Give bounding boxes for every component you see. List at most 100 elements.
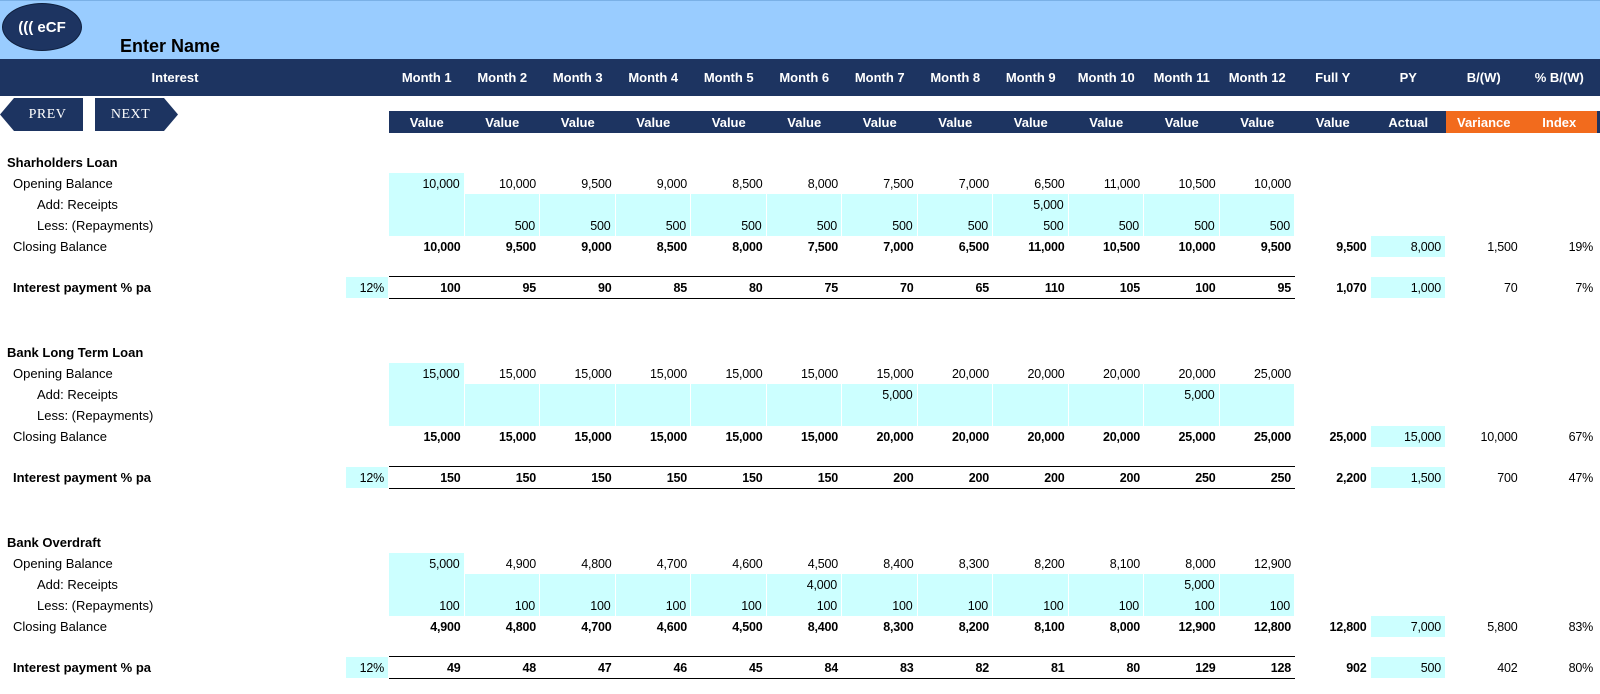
receipts-cell[interactable] — [766, 384, 842, 405]
repayments-cell[interactable]: 500 — [993, 215, 1069, 236]
receipts-cell[interactable] — [842, 194, 918, 215]
repayments-cell[interactable] — [993, 405, 1069, 426]
receipts-cell[interactable] — [615, 194, 691, 215]
opening-balance-cell: 15,000 — [649, 366, 687, 381]
prior-year-cell[interactable]: 15,000 — [1370, 426, 1446, 447]
interest-rate-input[interactable]: 12% — [346, 467, 389, 488]
prior-year-cell[interactable]: 1,000 — [1370, 277, 1446, 298]
repayments-cell[interactable] — [1219, 405, 1295, 426]
closing-balance-cell: 25,000 — [1253, 429, 1291, 444]
prior-year-cell[interactable]: 1,500 — [1370, 467, 1446, 488]
receipts-cell[interactable] — [993, 384, 1069, 405]
repayments-cell[interactable] — [1144, 405, 1220, 426]
index-cell: 7% — [1575, 280, 1593, 295]
receipts-cell[interactable] — [691, 384, 767, 405]
repayments-cell[interactable] — [691, 405, 767, 426]
receipts-cell[interactable]: 4,000 — [766, 574, 842, 595]
opening-balance-row: Opening Balance 15,000 15,000 15,000 15,000 1… — [0, 363, 1600, 384]
repayments-cell[interactable]: 500 — [540, 215, 616, 236]
company-name[interactable]: Enter Name — [120, 36, 221, 56]
receipts-cell[interactable]: 5,000 — [1144, 384, 1220, 405]
opening-balance-cell[interactable]: 15,000 — [389, 363, 465, 384]
repayments-cell[interactable]: 100 — [1144, 595, 1220, 616]
repayments-cell[interactable]: 100 — [691, 595, 767, 616]
row-label: Add: Receipts — [37, 577, 118, 592]
repayments-cell[interactable]: 500 — [1144, 215, 1220, 236]
receipts-cell[interactable] — [917, 574, 993, 595]
company-logo[interactable]: ((( eCF — [2, 3, 82, 51]
receipts-cell[interactable] — [1068, 574, 1144, 595]
receipts-cell[interactable]: 5,000 — [993, 194, 1069, 215]
repayments-cell[interactable]: 100 — [615, 595, 691, 616]
receipts-cell[interactable] — [691, 194, 767, 215]
prev-button[interactable]: PREV — [0, 98, 83, 131]
closing-balance-cell: 6,500 — [958, 239, 989, 254]
receipts-cell[interactable] — [842, 574, 918, 595]
opening-balance-cell: 11,000 — [1103, 176, 1140, 191]
receipts-cell[interactable] — [389, 194, 465, 215]
repayments-cell[interactable]: 500 — [842, 215, 918, 236]
repayments-cell[interactable] — [389, 215, 465, 236]
receipts-cell[interactable] — [993, 574, 1069, 595]
receipts-cell[interactable] — [464, 574, 540, 595]
repayments-cell[interactable]: 100 — [540, 595, 616, 616]
receipts-cell[interactable] — [540, 574, 616, 595]
receipts-cell[interactable] — [1068, 194, 1144, 215]
full-year-cell: 902 — [1346, 660, 1367, 675]
prior-year-cell[interactable]: 8,000 — [1370, 236, 1446, 257]
receipts-cell[interactable] — [464, 194, 540, 215]
receipts-cell[interactable] — [1144, 194, 1220, 215]
repayments-cell[interactable]: 100 — [1068, 595, 1144, 616]
interest-rate-input[interactable]: 12% — [346, 657, 389, 678]
opening-balance-cell[interactable]: 10,000 — [389, 173, 465, 194]
interest-rate-input[interactable]: 12% — [346, 277, 389, 298]
receipts-cell[interactable] — [464, 384, 540, 405]
repayments-cell[interactable]: 100 — [1219, 595, 1295, 616]
receipts-cell[interactable] — [917, 194, 993, 215]
receipts-cell[interactable] — [766, 194, 842, 215]
receipts-cell[interactable] — [1068, 384, 1144, 405]
receipts-cell[interactable] — [540, 384, 616, 405]
receipts-cell[interactable] — [1219, 574, 1295, 595]
receipts-cell[interactable] — [389, 574, 465, 595]
repayments-cell[interactable]: 500 — [615, 215, 691, 236]
column-subheader: Value — [787, 114, 822, 130]
receipts-cell[interactable]: 5,000 — [842, 384, 918, 405]
repayments-cell[interactable]: 100 — [993, 595, 1069, 616]
repayments-cell[interactable] — [917, 405, 993, 426]
receipts-row: Add: Receipts 4,000 5,000 — [0, 574, 1600, 595]
repayments-cell[interactable] — [615, 405, 691, 426]
repayments-cell[interactable]: 500 — [917, 215, 993, 236]
receipts-cell[interactable] — [691, 574, 767, 595]
next-button[interactable]: NEXT — [95, 98, 178, 131]
receipts-cell[interactable] — [917, 384, 993, 405]
receipts-cell[interactable] — [1219, 384, 1295, 405]
interest-cell: 84 — [824, 660, 838, 675]
receipts-cell[interactable] — [540, 194, 616, 215]
repayments-cell[interactable]: 500 — [691, 215, 767, 236]
receipts-cell[interactable]: 5,000 — [1144, 574, 1220, 595]
repayments-cell[interactable]: 500 — [464, 215, 540, 236]
repayments-cell[interactable]: 100 — [464, 595, 540, 616]
repayments-cell[interactable] — [766, 405, 842, 426]
prior-year-cell[interactable]: 500 — [1370, 657, 1446, 678]
prior-year-cell[interactable]: 7,000 — [1370, 616, 1446, 637]
repayments-cell[interactable]: 100 — [917, 595, 993, 616]
repayments-cell[interactable] — [1068, 405, 1144, 426]
repayments-cell[interactable] — [842, 405, 918, 426]
repayments-cell[interactable]: 500 — [1068, 215, 1144, 236]
repayments-cell[interactable] — [540, 405, 616, 426]
repayments-cell[interactable] — [464, 405, 540, 426]
repayments-cell[interactable]: 500 — [766, 215, 842, 236]
repayments-cell[interactable]: 100 — [766, 595, 842, 616]
receipts-cell[interactable] — [389, 384, 465, 405]
repayments-cell[interactable]: 100 — [389, 595, 465, 616]
opening-balance-cell: 4,600 — [732, 556, 763, 571]
repayments-cell[interactable] — [389, 405, 465, 426]
repayments-cell[interactable]: 100 — [842, 595, 918, 616]
receipts-cell[interactable] — [615, 574, 691, 595]
receipts-cell[interactable] — [1219, 194, 1295, 215]
receipts-cell[interactable] — [615, 384, 691, 405]
opening-balance-cell[interactable]: 5,000 — [389, 553, 465, 574]
repayments-cell[interactable]: 500 — [1219, 215, 1295, 236]
